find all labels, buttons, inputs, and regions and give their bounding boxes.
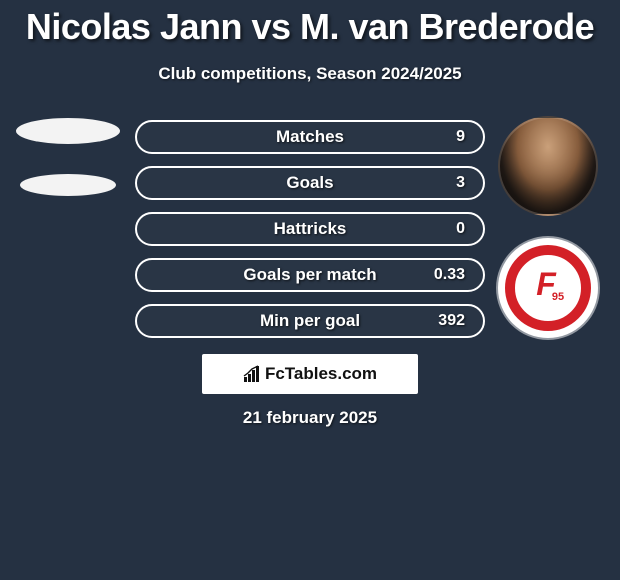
- brand-box[interactable]: FcTables.com: [202, 354, 418, 394]
- right-player-column: F 95: [488, 108, 608, 338]
- stat-row: Min per goal 392: [135, 304, 485, 338]
- stat-row: Goals per match 0.33: [135, 258, 485, 292]
- stat-right-value: 3: [421, 174, 465, 192]
- stat-row: Hattricks 0: [135, 212, 485, 246]
- stat-right-value: 9: [421, 128, 465, 146]
- stats-list: Matches 9 Goals 3 Hattricks 0 Goals per …: [135, 120, 485, 338]
- stat-label: Matches: [199, 127, 421, 147]
- subtitle: Club competitions, Season 2024/2025: [0, 64, 620, 84]
- date-line: 21 february 2025: [0, 408, 620, 428]
- page-title: Nicolas Jann vs M. van Brederode: [0, 0, 620, 48]
- signal-bars-icon: [243, 365, 261, 383]
- club-small-text: 95: [552, 291, 564, 303]
- stat-label: Goals: [199, 173, 421, 193]
- right-player-club-badge: F 95: [498, 238, 598, 338]
- right-player-avatar: [498, 116, 598, 216]
- stat-right-value: 0.33: [421, 266, 465, 284]
- stat-row: Goals 3: [135, 166, 485, 200]
- stat-label: Hattricks: [199, 219, 421, 239]
- brand-text: FcTables.com: [265, 364, 377, 384]
- stat-right-value: 392: [421, 312, 465, 330]
- stat-label: Min per goal: [199, 311, 421, 331]
- stat-label: Goals per match: [199, 265, 421, 285]
- stat-right-value: 0: [421, 220, 465, 238]
- club-ring: F 95: [505, 245, 591, 331]
- stat-row: Matches 9: [135, 120, 485, 154]
